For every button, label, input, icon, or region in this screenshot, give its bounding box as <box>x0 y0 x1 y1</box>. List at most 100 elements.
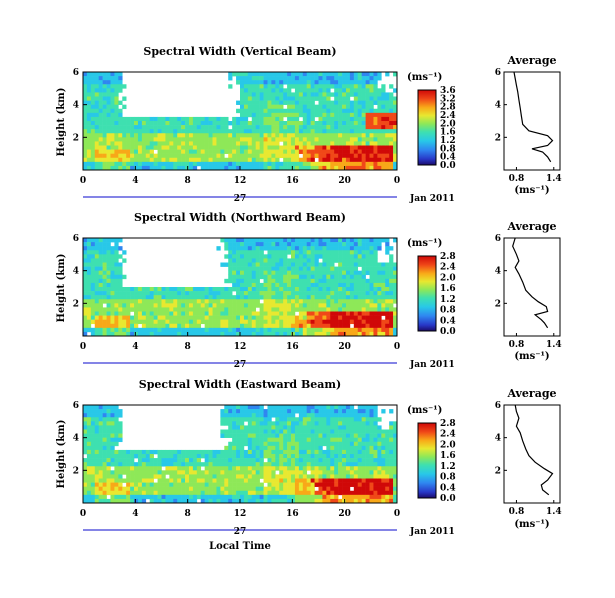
y-axis-label: Height (km) <box>56 420 67 489</box>
heatmap-cell <box>385 108 390 114</box>
heatmap-cell <box>94 299 99 304</box>
heatmap-cell <box>90 417 96 422</box>
heatmap-cell <box>314 494 319 500</box>
heatmap-cell <box>228 145 233 150</box>
heatmap-cell <box>294 405 300 410</box>
heatmap-cell <box>353 129 359 134</box>
heatmap-cell <box>255 429 260 434</box>
heatmap-cell <box>102 417 107 422</box>
heatmap-cell <box>106 161 111 167</box>
colorbar-tick-label: 1.6 <box>440 128 456 138</box>
heatmap-cell <box>342 84 347 89</box>
heatmap-cell <box>334 258 339 263</box>
heatmap-cell <box>357 278 362 284</box>
heatmap-cell <box>306 92 311 97</box>
heatmap-cell <box>306 121 311 126</box>
heatmap-cell <box>232 441 237 447</box>
heatmap-cell <box>259 421 264 426</box>
heatmap-cell <box>236 137 241 142</box>
heatmap-cell <box>330 129 335 134</box>
heatmap-cell <box>381 145 386 150</box>
heatmap-cell <box>385 242 390 247</box>
heatmap-cell <box>98 274 103 280</box>
heatmap-cell <box>361 108 366 114</box>
heatmap-cell <box>381 116 386 122</box>
heatmap-cell <box>141 498 147 504</box>
heatmap-cell <box>106 441 111 447</box>
heatmap-cell <box>204 498 209 504</box>
heatmap-cell <box>196 133 202 138</box>
heatmap-cell <box>240 108 245 114</box>
heatmap-cell <box>326 84 331 89</box>
heatmap-cell <box>173 303 178 308</box>
heatmap-cell <box>342 278 347 284</box>
heatmap-cell <box>357 238 362 243</box>
heatmap-cell <box>342 274 347 280</box>
heatmap-cell <box>255 266 260 271</box>
heatmap-cell <box>255 125 260 130</box>
heatmap-cell <box>330 498 335 504</box>
heatmap-cell <box>255 108 260 114</box>
heatmap-cell <box>216 498 221 504</box>
heatmap-cell <box>263 92 268 97</box>
heatmap-cell <box>86 307 92 312</box>
heatmap-cell <box>94 413 99 418</box>
heatmap-cell <box>90 405 96 410</box>
heatmap-cell <box>353 80 359 85</box>
heatmap-cell <box>240 327 245 333</box>
heatmap-cell <box>373 494 378 500</box>
heatmap-cell <box>90 108 96 114</box>
heatmap-cell <box>338 291 343 296</box>
heatmap-cell <box>86 254 92 259</box>
heatmap-cell <box>90 299 96 304</box>
heatmap-cell <box>251 129 256 134</box>
heatmap-cell <box>98 84 103 89</box>
heatmap-cell <box>259 121 264 126</box>
heatmap-cell <box>318 441 323 447</box>
heatmap-cell <box>232 449 237 455</box>
heatmap-cell <box>310 311 315 316</box>
heatmap-cell <box>294 433 300 438</box>
heatmap-cell <box>216 137 221 142</box>
heatmap-cell <box>342 133 347 138</box>
heatmap-cell <box>338 417 343 422</box>
heatmap-cell <box>334 425 339 430</box>
heatmap-cell <box>153 137 158 142</box>
heatmap-cell <box>114 133 119 138</box>
heatmap-cell <box>247 246 253 251</box>
heatmap-cell <box>188 161 194 167</box>
heatmap-cell <box>310 466 315 471</box>
heatmap-cell <box>157 307 162 312</box>
heatmap-cell <box>114 433 119 438</box>
heatmap-cell <box>263 72 268 77</box>
heatmap-cell <box>369 161 374 167</box>
heatmap-cell <box>243 295 249 300</box>
heatmap-cell <box>310 307 315 312</box>
colorbar-tick-label: 2.4 <box>440 263 456 273</box>
heatmap-cell <box>330 157 335 163</box>
heatmap-cell <box>173 149 178 154</box>
heatmap-cell <box>330 462 335 467</box>
heatmap-cell <box>110 482 115 487</box>
heatmap-cell <box>145 323 151 329</box>
heatmap-cell <box>306 80 311 85</box>
heatmap-cell <box>342 417 347 422</box>
heatmap-cell <box>314 470 319 475</box>
heatmap-cell <box>302 112 308 118</box>
heatmap-cell <box>83 458 88 463</box>
heatmap-cell <box>208 454 213 459</box>
heatmap-cell <box>247 299 253 304</box>
heatmap-cell <box>165 121 170 126</box>
heatmap-cell <box>83 137 88 142</box>
heatmap-cell <box>322 291 327 296</box>
heatmap-cell <box>345 441 351 447</box>
heatmap-cell <box>240 270 245 276</box>
heatmap-cell <box>255 96 260 101</box>
heatmap-cell <box>196 149 202 154</box>
heatmap-cell <box>137 315 143 320</box>
heatmap-cell <box>110 149 115 154</box>
heatmap-cell <box>224 141 229 146</box>
heatmap-cell <box>177 466 182 471</box>
heatmap-cell <box>106 133 111 138</box>
heatmap-cell <box>385 437 390 443</box>
